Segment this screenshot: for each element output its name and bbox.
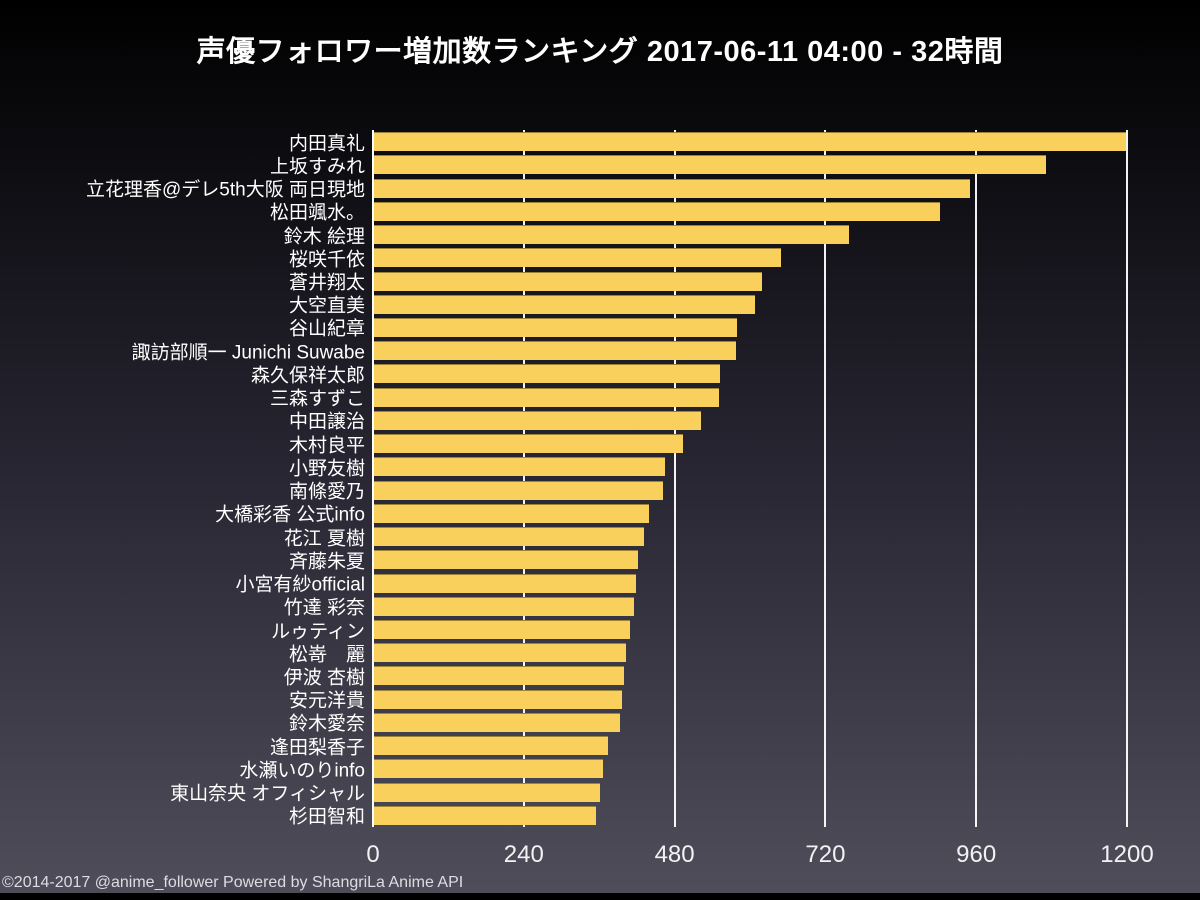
bar	[374, 387, 719, 407]
bar-label: 立花理香@デレ5th大阪 両日現地	[86, 179, 365, 201]
gridline-x-720	[824, 130, 827, 827]
x-tick-label-0: 0	[366, 841, 380, 868]
bar	[374, 434, 683, 454]
x-tick-label-720: 720	[805, 841, 846, 868]
x-tick-label-1200: 1200	[1100, 841, 1154, 868]
bar	[374, 410, 701, 430]
bar-label: 森久保祥太郎	[250, 365, 365, 387]
bar	[374, 596, 634, 616]
bar-label: 桜咲千依	[288, 249, 365, 271]
bar-label: 中田譲治	[288, 411, 365, 433]
y-axis-line	[372, 130, 374, 827]
x-tick-label-960: 960	[956, 841, 997, 868]
bar-label: 上坂すみれ	[269, 156, 365, 178]
bar	[374, 457, 665, 477]
bar-label: 伊波 杏樹	[283, 667, 365, 689]
bar-label: 竹達 彩奈	[283, 597, 365, 619]
bar	[374, 782, 600, 802]
bar	[374, 643, 626, 663]
bar	[374, 527, 644, 547]
bar-label: 水瀬いのりinfo	[239, 760, 365, 782]
bar-label: 蒼井翔太	[288, 272, 365, 294]
bar-label: 大橋彩香 公式info	[215, 504, 365, 526]
bar	[374, 178, 970, 198]
bar	[374, 759, 603, 779]
bar	[374, 573, 636, 593]
gridline-x-240	[522, 130, 525, 827]
bottom-black-strip	[0, 893, 1200, 900]
bar	[374, 201, 940, 221]
bar	[374, 341, 736, 361]
bar-label: 小野友樹	[288, 458, 365, 480]
bar	[374, 736, 608, 756]
bar	[374, 550, 638, 570]
gridline-x-1200	[1126, 130, 1128, 827]
bar	[374, 225, 849, 245]
bar-label: 谷山紀章	[288, 318, 365, 340]
x-tick-label-240: 240	[503, 841, 544, 868]
bar-label: 花江 夏樹	[283, 528, 365, 550]
bar-label: 諏訪部順一 Junichi Suwabe	[131, 342, 365, 364]
gridline-x-960	[975, 130, 978, 827]
gridline-x-480	[673, 130, 676, 827]
bar-label: 安元洋貴	[288, 690, 365, 712]
bar	[374, 155, 1046, 175]
bar-label: 南條愛乃	[288, 481, 365, 503]
bar	[374, 271, 762, 291]
bar-label: 三森すずこ	[269, 388, 365, 410]
bar	[374, 132, 1126, 152]
bar-label: 鈴木 絵理	[283, 226, 365, 248]
bar	[374, 666, 624, 686]
bar-label: 斉藤朱夏	[288, 551, 365, 573]
bar	[374, 248, 781, 268]
bar-label: ルゥティン	[271, 621, 365, 643]
footer-credit: ©2014-2017 @anime_follower Powered by Sh…	[2, 874, 464, 891]
bar	[374, 805, 596, 825]
bar	[374, 364, 720, 384]
bar-label: 内田真礼	[288, 133, 365, 155]
bar-label: 松嵜 麗	[288, 644, 365, 666]
bar-label: 逢田梨香子	[269, 737, 365, 759]
bar	[374, 294, 755, 314]
bar	[374, 712, 620, 732]
bar	[374, 689, 622, 709]
bar-label: 大空直美	[288, 295, 365, 317]
bar	[374, 317, 737, 337]
bar	[374, 503, 649, 523]
bar-label: 杉田智和	[288, 806, 365, 828]
bar-label: 松田颯水。	[269, 202, 365, 224]
bar-label: 小宮有紗official	[235, 574, 365, 596]
bar-label: 東山奈央 オフィシャル	[170, 783, 365, 805]
bar-label: 鈴木愛奈	[288, 713, 365, 735]
chart-title: 声優フォロワー増加数ランキング 2017-06-11 04:00 - 32時間	[196, 36, 1004, 68]
bar	[374, 480, 663, 500]
bar-label: 木村良平	[288, 435, 365, 457]
bar	[374, 620, 630, 640]
x-tick-label-480: 480	[654, 841, 695, 868]
